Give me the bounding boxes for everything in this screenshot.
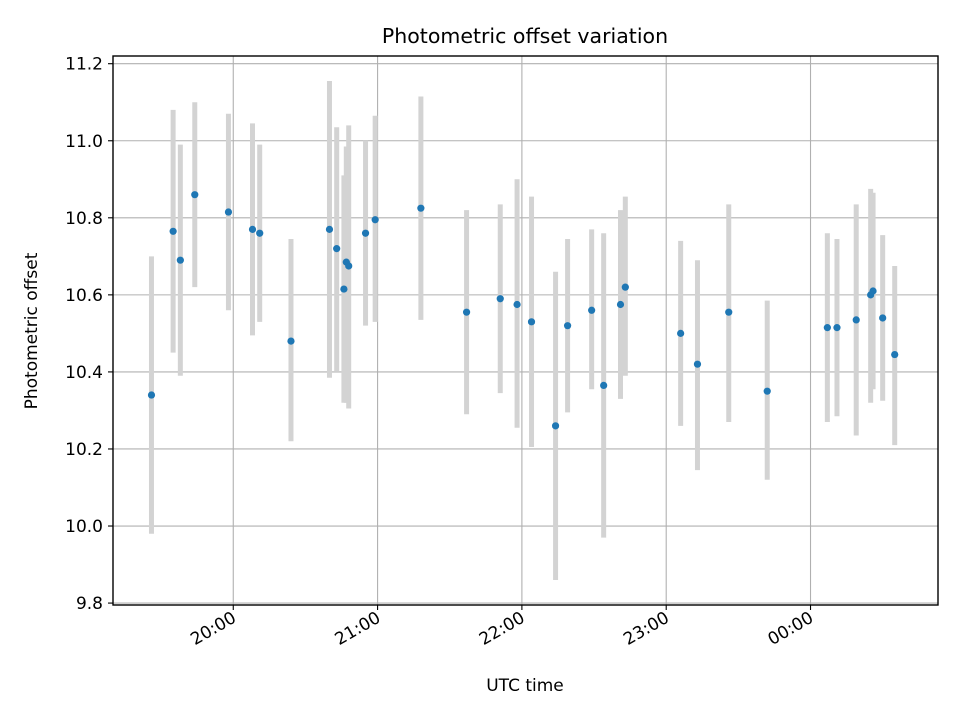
data-point	[891, 350, 899, 359]
data-point	[417, 204, 425, 212]
data-point	[823, 324, 831, 332]
data-point	[879, 314, 887, 322]
data-point	[616, 300, 625, 309]
y-tick-label: 11.2	[65, 55, 103, 75]
data-point	[361, 229, 370, 237]
plot-frame	[112, 55, 939, 606]
y-tick-label: 10.4	[65, 363, 103, 383]
data-point	[513, 300, 521, 309]
data-point	[340, 285, 348, 293]
data-point	[725, 308, 733, 316]
data-point	[256, 229, 264, 237]
y-axis-title: Photometric offset	[22, 252, 42, 409]
data-point	[169, 227, 177, 235]
data-point	[496, 295, 504, 303]
y-tick-label: 10.8	[65, 209, 103, 229]
data-points	[147, 191, 899, 430]
data-point	[333, 245, 341, 253]
chart-title: Photometric offset variation	[382, 24, 668, 48]
data-point	[563, 322, 572, 330]
data-point	[621, 283, 629, 291]
data-point	[371, 216, 379, 224]
y-tick-label: 9.8	[76, 594, 103, 614]
x-axis-title: UTC time	[486, 676, 564, 696]
data-point	[833, 324, 841, 332]
data-point	[191, 191, 199, 199]
y-tick-label: 10.6	[65, 286, 103, 306]
data-point	[693, 360, 702, 368]
data-point	[462, 308, 471, 316]
data-point	[176, 256, 184, 264]
y-tick-label: 10.0	[65, 517, 103, 537]
y-axis-ticks: 9.8 10.0 10.2 10.4 10.6 10.8 11.0 11.2	[65, 55, 113, 614]
data-point	[677, 329, 685, 337]
data-point	[147, 391, 156, 399]
y-tick-label: 11.0	[65, 132, 103, 152]
data-point	[224, 208, 233, 216]
data-point	[345, 262, 353, 270]
data-point	[763, 387, 771, 395]
data-point	[527, 318, 536, 326]
data-point	[248, 225, 257, 233]
y-tick-label: 10.2	[65, 440, 103, 460]
data-point	[287, 337, 295, 345]
data-point	[869, 287, 877, 295]
data-point	[588, 306, 596, 314]
data-point	[325, 225, 334, 233]
data-point	[852, 316, 860, 324]
data-point	[551, 422, 560, 430]
data-point	[600, 381, 608, 389]
